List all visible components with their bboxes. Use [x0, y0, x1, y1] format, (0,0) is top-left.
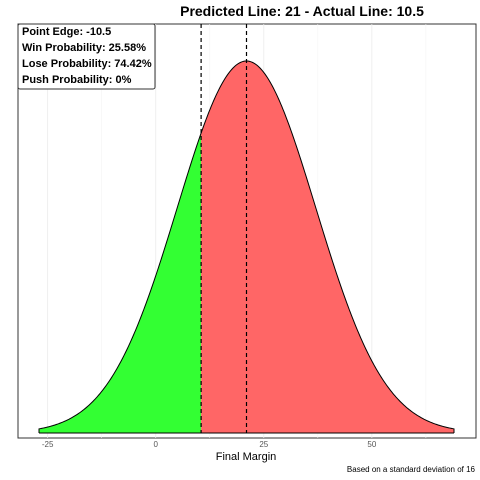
lose-probability-label: Lose Probability: 74.42% [22, 58, 152, 70]
chart-caption: Based on a standard deviation of 16 [347, 465, 476, 474]
x-tick-label: 0 [153, 440, 158, 449]
x-tick-label: 50 [367, 440, 376, 449]
info-box: Point Edge: -10.5 Win Probability: 25.58… [17, 23, 156, 90]
x-tick-label: -25 [42, 440, 54, 449]
chart-title: Predicted Line: 21 - Actual Line: 10.5 [180, 3, 424, 19]
push-probability-label: Push Probability: 0% [22, 74, 132, 86]
x-axis-ticks: -25 0 25 50 [42, 440, 377, 449]
reference-lines [200, 24, 248, 433]
point-edge-label: Point Edge: -10.5 [22, 26, 111, 38]
x-tick-label: 25 [259, 440, 268, 449]
x-axis-title: Final Margin [216, 451, 277, 463]
info-box-background [17, 23, 156, 90]
win-probability-label: Win Probability: 25.58% [22, 42, 146, 54]
region-win [39, 133, 202, 433]
